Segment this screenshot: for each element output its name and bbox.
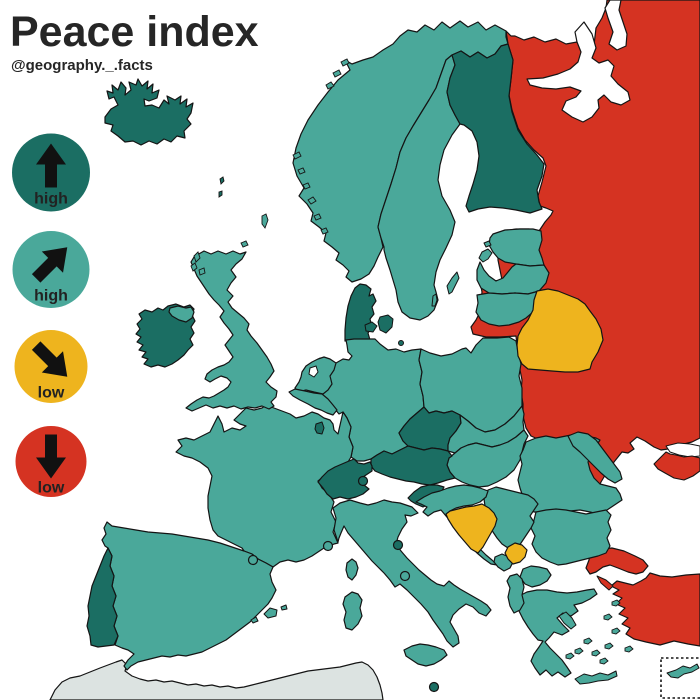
svg-text:high: high [34,191,68,208]
svg-text:low: low [38,385,65,402]
svg-text:low: low [38,480,65,497]
svg-text:high: high [34,288,68,305]
